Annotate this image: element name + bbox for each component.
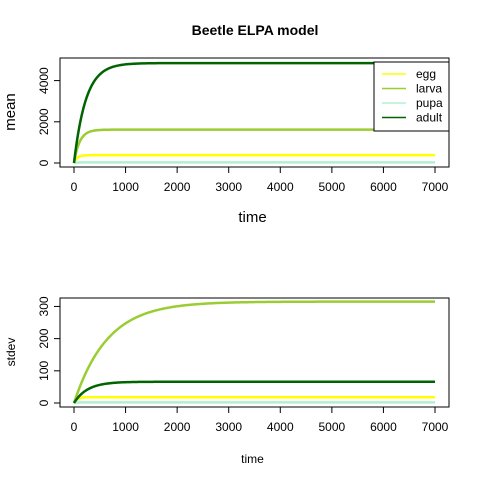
series-line-egg	[72, 153, 435, 165]
x-tick-label: 5000	[319, 420, 346, 434]
series-line-pupa	[72, 401, 435, 405]
x-tick-label: 0	[71, 420, 78, 434]
y-axis-label: mean	[2, 93, 19, 131]
legend-entry-adult: adult	[416, 111, 443, 125]
x-tick-label: 3000	[215, 180, 242, 194]
x-tick-label: 0	[71, 180, 78, 194]
x-tick-label: 2000	[164, 420, 191, 434]
x-tick-label: 2000	[164, 180, 191, 194]
y-tick-label: 4000	[37, 67, 51, 94]
x-axis-label: time	[241, 452, 264, 466]
x-axis-label: time	[238, 209, 266, 226]
y-tick-label: 200	[37, 328, 51, 348]
chart-title: Beetle ELPA model	[192, 22, 319, 38]
x-tick-label: 6000	[370, 180, 397, 194]
mean-panel: 0 1000 2000 3000 4000 5000 6000 7000 0 2000 4000 ti…	[2, 57, 450, 226]
series-line-adult	[72, 380, 435, 405]
y-tick-label: 300	[37, 296, 51, 316]
legend-entry-pupa: pupa	[416, 96, 443, 110]
stdev-panel: 0 1000 2000 3000 4000 5000 6000 7000 0 100 200 300 t…	[4, 296, 450, 466]
y-tick-label: 100	[37, 360, 51, 380]
series-line-egg	[72, 395, 435, 405]
series-line-pupa	[72, 161, 435, 165]
y-axis-label: stdev	[4, 338, 18, 367]
y-tick-label: 0	[37, 399, 51, 406]
x-tick-label: 1000	[112, 180, 139, 194]
y-tick-label: 0	[37, 159, 51, 166]
series-line-adult	[72, 61, 435, 164]
x-tick-label: 5000	[319, 180, 346, 194]
x-tick-label: 1000	[112, 420, 139, 434]
y-tick-label: 2000	[37, 108, 51, 135]
x-tick-label: 7000	[422, 180, 449, 194]
series-line-larva	[72, 128, 435, 164]
x-tick-label: 4000	[267, 420, 294, 434]
series-line-larva	[72, 300, 435, 405]
plot-frame	[59, 297, 450, 408]
x-tick-label: 4000	[267, 180, 294, 194]
legend-entry-larva: larva	[416, 82, 442, 96]
x-tick-label: 7000	[422, 420, 449, 434]
x-tick-label: 3000	[215, 420, 242, 434]
x-tick-label: 6000	[370, 420, 397, 434]
legend-entry-egg: egg	[416, 67, 436, 81]
